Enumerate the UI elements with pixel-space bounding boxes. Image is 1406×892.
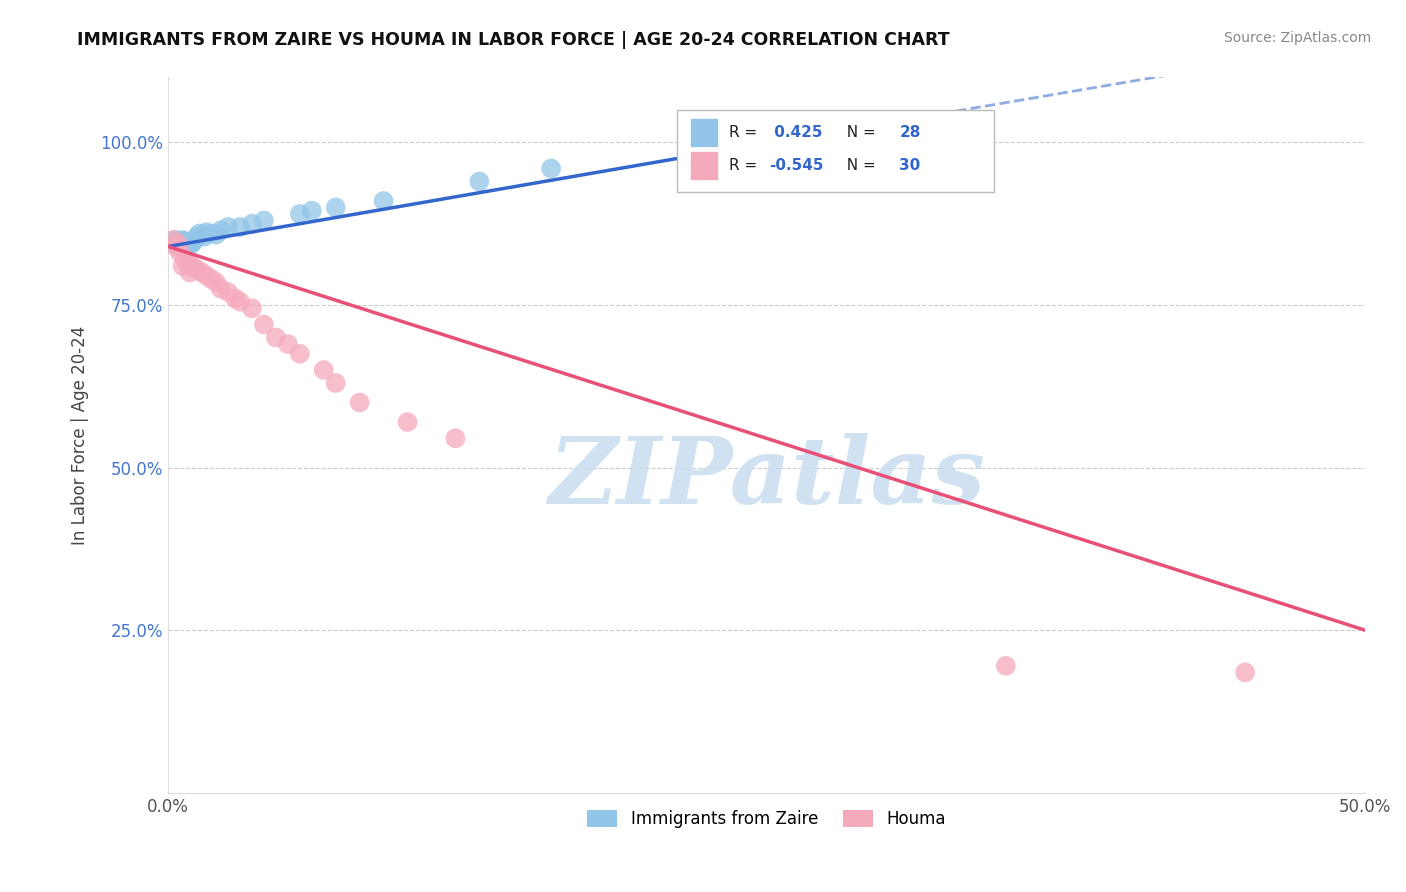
Text: R =: R = <box>730 158 762 173</box>
Point <box>229 219 252 234</box>
Point <box>253 318 276 332</box>
Point <box>264 330 287 344</box>
Point <box>396 415 419 429</box>
Point <box>205 275 228 289</box>
Text: 28: 28 <box>900 125 921 140</box>
Y-axis label: In Labor Force | Age 20-24: In Labor Force | Age 20-24 <box>72 326 89 545</box>
Point <box>174 235 197 249</box>
FancyBboxPatch shape <box>676 110 994 192</box>
Point <box>240 217 263 231</box>
Point <box>200 272 222 286</box>
Text: N =: N = <box>837 158 880 173</box>
Text: IMMIGRANTS FROM ZAIRE VS HOUMA IN LABOR FORCE | AGE 20-24 CORRELATION CHART: IMMIGRANTS FROM ZAIRE VS HOUMA IN LABOR … <box>77 31 950 49</box>
FancyBboxPatch shape <box>692 152 717 179</box>
Point <box>312 363 335 377</box>
Point <box>209 282 232 296</box>
Point <box>176 256 198 270</box>
Text: R =: R = <box>730 125 762 140</box>
Point <box>165 233 187 247</box>
Point <box>288 207 311 221</box>
Point <box>205 227 228 242</box>
Point <box>325 376 347 390</box>
Point <box>683 148 706 162</box>
Point <box>172 259 194 273</box>
Point <box>195 225 218 239</box>
Point <box>240 301 263 316</box>
Point <box>301 203 323 218</box>
Point <box>166 236 188 251</box>
Point <box>186 262 208 277</box>
Point <box>179 265 201 279</box>
Point <box>181 236 204 251</box>
Point <box>217 219 239 234</box>
Point <box>229 294 252 309</box>
Text: Source: ZipAtlas.com: Source: ZipAtlas.com <box>1223 31 1371 45</box>
Point <box>325 201 347 215</box>
Point <box>181 259 204 273</box>
Point <box>179 238 201 252</box>
Point <box>162 233 184 247</box>
Point <box>193 229 215 244</box>
Point <box>172 233 194 247</box>
Point <box>195 268 218 283</box>
Point <box>166 236 188 251</box>
Point <box>253 213 276 227</box>
Point <box>994 658 1017 673</box>
Point <box>190 265 212 279</box>
Point <box>200 227 222 241</box>
Point <box>209 223 232 237</box>
Point <box>224 292 246 306</box>
Text: 0.425: 0.425 <box>769 125 823 140</box>
Point <box>183 233 205 247</box>
Point <box>468 174 491 188</box>
Text: N =: N = <box>837 125 880 140</box>
Point <box>186 229 208 244</box>
Point <box>217 285 239 299</box>
Point <box>1234 665 1257 680</box>
Point <box>188 227 211 241</box>
Point <box>176 236 198 251</box>
Point <box>169 246 191 260</box>
Point <box>540 161 562 176</box>
Point <box>174 252 197 267</box>
Legend: Immigrants from Zaire, Houma: Immigrants from Zaire, Houma <box>581 803 952 834</box>
Point <box>165 239 187 253</box>
Point <box>444 431 467 445</box>
Point <box>277 337 299 351</box>
Text: -0.545: -0.545 <box>769 158 824 173</box>
Point <box>162 236 184 251</box>
Point <box>349 395 371 409</box>
FancyBboxPatch shape <box>692 119 717 146</box>
Text: ZIPatlas: ZIPatlas <box>548 433 986 523</box>
Text: 30: 30 <box>900 158 921 173</box>
Point <box>288 347 311 361</box>
Point <box>373 194 395 208</box>
Point <box>169 239 191 253</box>
